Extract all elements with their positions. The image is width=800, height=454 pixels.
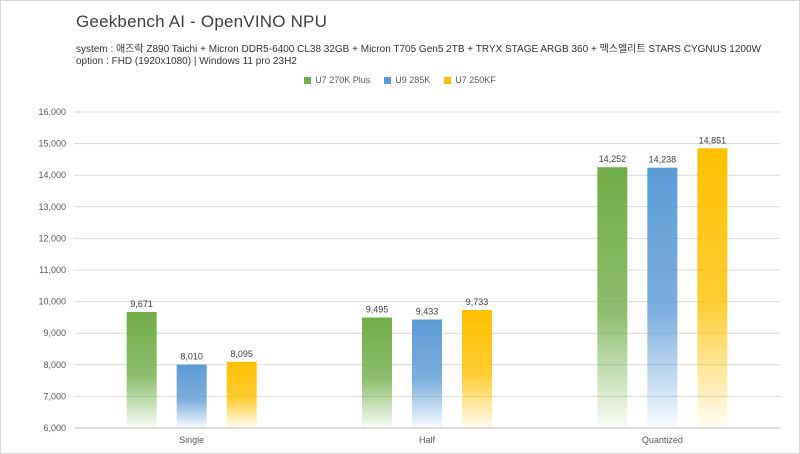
y-axis-ticks: 6,000 7,000 8,000 9,000 10,000 11,000 12,000 13… [38, 107, 66, 433]
x-axis-categories: Single Half Quantized [179, 435, 683, 445]
data-label: 9,733 [466, 297, 489, 307]
legend-label: U9 285K [395, 75, 431, 85]
option-line: option : FHD (1920x1080) | Windows 11 pr… [76, 56, 297, 67]
y-tick-label: 11,000 [39, 265, 66, 275]
x-category-label: Single [179, 435, 204, 445]
bars [126, 148, 728, 428]
y-tick-label: 15,000 [38, 139, 66, 149]
legend-item-u9-285k: U9 285K [384, 75, 430, 85]
bar [597, 167, 628, 428]
legend-swatch-yellow [444, 76, 452, 84]
y-tick-label: 10,000 [38, 297, 66, 307]
legend-label: U7 270K Plus [315, 75, 371, 85]
data-label: 9,671 [130, 299, 153, 309]
legend-item-u7-270k-plus: U7 270K Plus [304, 75, 370, 85]
y-tick-label: 13,000 [38, 202, 66, 212]
y-tick-label: 14,000 [38, 170, 66, 180]
bar [126, 311, 157, 428]
legend-swatch-green [304, 76, 312, 84]
legend-label: U7 250KF [455, 75, 496, 85]
bar [462, 310, 492, 428]
legend: U7 270K Plus U9 285K U7 250KF [0, 75, 800, 85]
data-label: 14,252 [599, 154, 627, 164]
data-label: 8,095 [230, 349, 253, 359]
bar [412, 319, 442, 428]
bar [647, 167, 678, 428]
bar [176, 364, 207, 428]
data-label: 14,851 [699, 135, 727, 145]
y-tick-label: 6,000 [43, 423, 66, 433]
data-labels: 9,671 8,010 8,095 9,495 9,433 9,733 14,252 14,2… [130, 135, 726, 361]
y-tick-label: 8,000 [43, 360, 66, 370]
data-label: 8,010 [180, 351, 203, 361]
data-label: 9,433 [416, 307, 439, 317]
system-line: system : 애즈락 Z890 Taichi + Micron DDR5-6… [76, 44, 761, 55]
chart-title: Geekbench AI - OpenVINO NPU [76, 12, 328, 31]
data-label: 14,238 [649, 155, 677, 165]
bar [362, 317, 392, 428]
data-label: 9,495 [366, 305, 389, 315]
y-tick-label: 9,000 [43, 328, 66, 338]
legend-item-u7-250kf: U7 250KF [444, 75, 496, 85]
legend-swatch-blue [384, 76, 392, 84]
y-tick-label: 12,000 [38, 233, 66, 243]
bar [226, 361, 257, 428]
x-category-label: Half [419, 435, 436, 445]
y-tick-label: 16,000 [38, 107, 66, 117]
bar [697, 148, 728, 428]
y-tick-label: 7,000 [43, 391, 66, 401]
x-category-label: Quantized [642, 435, 683, 445]
